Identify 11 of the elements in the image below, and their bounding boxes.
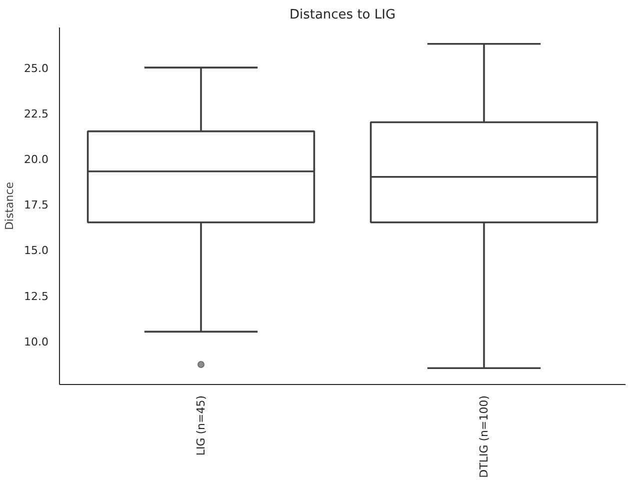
chart-title: Distances to LIG (289, 8, 396, 22)
y-axis-title: Distance (3, 182, 16, 230)
x-tick-label: LIG (n=45) (194, 395, 208, 456)
y-tick-label: 15.0 (24, 244, 49, 258)
y-tick-label: 20.0 (24, 153, 49, 166)
y-tick-label: 17.5 (24, 198, 49, 212)
x-tick-label: DTLIG (n=100) (478, 395, 490, 478)
y-tick-label: 10.0 (24, 335, 49, 348)
y-tick-label: 25.0 (24, 62, 49, 76)
y-tick-label: 22.5 (24, 108, 49, 121)
y-tick-label: 12.5 (24, 290, 49, 303)
